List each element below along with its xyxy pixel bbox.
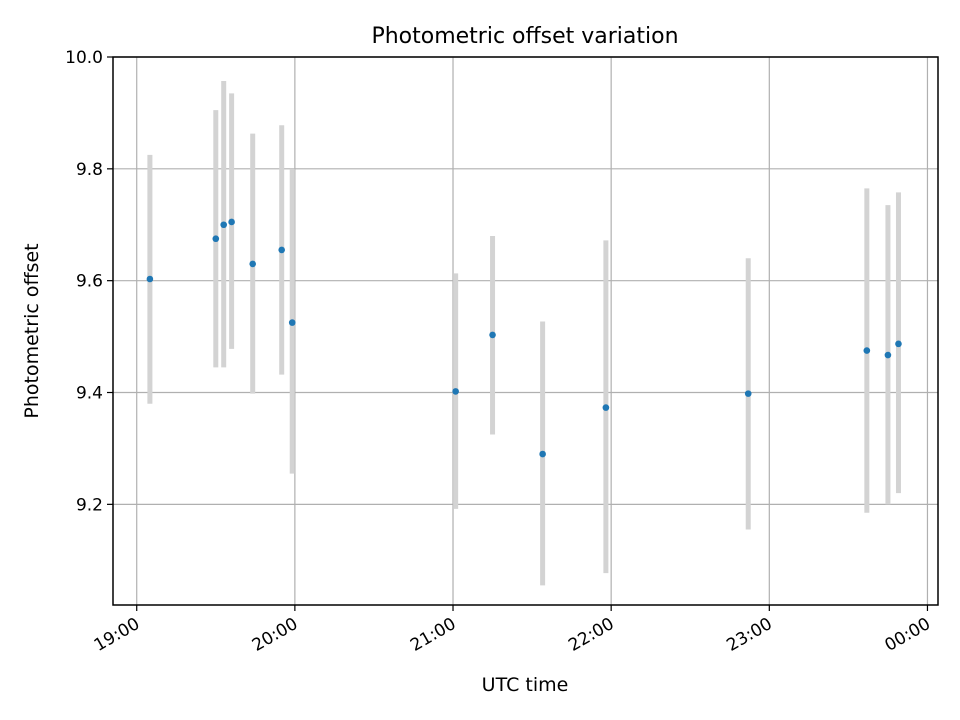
data-point [249, 260, 256, 268]
y-axis-label: Photometric offset [21, 243, 43, 418]
data-point [146, 275, 154, 283]
chart-title: Photometric offset variation [371, 24, 678, 49]
x-axis-label: UTC time [482, 674, 569, 696]
data-point [452, 388, 459, 395]
x-tick-label: 00:00 [882, 614, 934, 656]
grid [113, 56, 938, 605]
data-point [489, 331, 496, 339]
x-tick-label: 23:00 [723, 614, 775, 656]
y-tick-label: 9.8 [76, 160, 103, 180]
data-point [744, 390, 752, 397]
y-tick-label: 9.4 [76, 384, 103, 404]
x-tick-label: 19:00 [91, 614, 143, 656]
x-tick-label: 22:00 [565, 614, 617, 656]
data-point [895, 340, 902, 348]
x-tick-label: 20:00 [249, 614, 301, 656]
data-points [146, 218, 902, 458]
y-tick-label: 10.0 [65, 48, 103, 68]
data-point [863, 347, 871, 354]
data-point [220, 221, 228, 229]
x-tick-label: 21:00 [407, 614, 459, 656]
y-tick-label: 9.6 [76, 272, 103, 292]
x-axis-ticks: 19:00 20:00 21:00 22:00 23:00 00:00 [91, 605, 934, 656]
data-point [539, 450, 546, 458]
data-point [602, 404, 610, 411]
data-point [278, 246, 285, 254]
data-point [228, 218, 235, 226]
error-bars [147, 81, 901, 586]
data-point [288, 319, 296, 326]
plot-area-frame [112, 56, 939, 606]
y-axis-ticks: 9.2 9.4 9.6 9.8 10.0 [65, 48, 113, 515]
data-point [212, 235, 220, 243]
data-point [884, 351, 892, 359]
y-tick-label: 9.2 [76, 495, 103, 515]
